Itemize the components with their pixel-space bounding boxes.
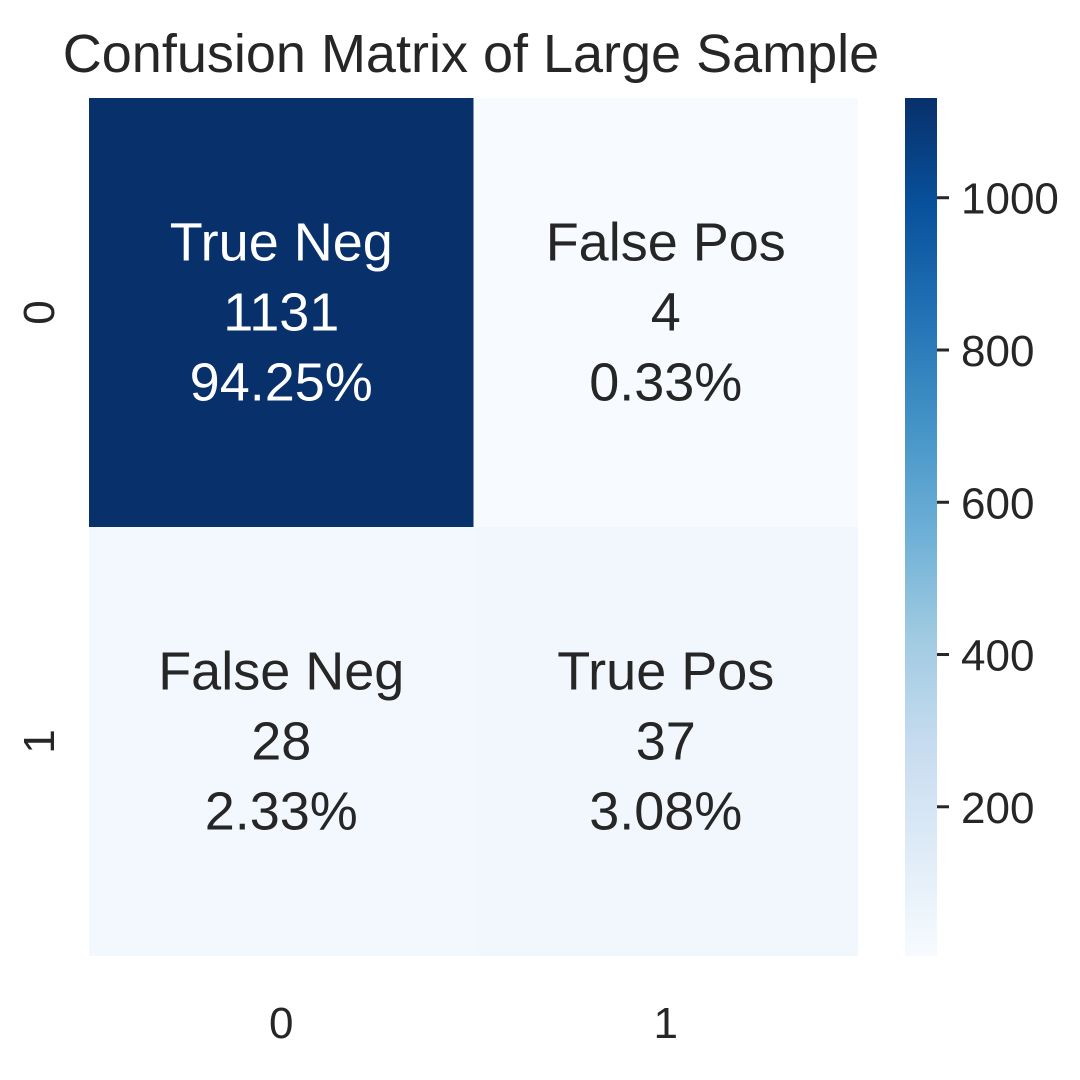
heatmap-cells xyxy=(89,98,858,956)
y-tick-label-1: 1 xyxy=(15,729,64,753)
colorbar-tick-label-2: 600 xyxy=(961,479,1034,528)
cell-label-r0-c1-line2: 0.33% xyxy=(589,353,742,413)
cell-label-r1-c1-line1: 37 xyxy=(636,712,696,772)
cell-label-r1-c0-line0: False Neg xyxy=(158,642,404,702)
y-tick-label-0: 0 xyxy=(15,300,64,324)
y-axis-ticks: 01 xyxy=(15,300,64,753)
colorbar-ticks: 200 400 600 800 1000 xyxy=(937,175,1059,833)
heatmap-cell-r1-c1 xyxy=(473,527,858,956)
cell-label-r0-c1-line0: False Pos xyxy=(546,213,786,273)
x-tick-label-1: 1 xyxy=(654,999,678,1048)
heatmap-cell-labels: True Neg 1131 94.25% False Pos 4 0.33% False N… xyxy=(158,213,786,842)
colorbar-tick-label-0: 200 xyxy=(961,784,1034,833)
heatmap-cell-r0-c1 xyxy=(473,98,858,527)
chart-title: Confusion Matrix of Large Sample xyxy=(63,24,879,84)
cell-label-r0-c0-line1: 1131 xyxy=(223,283,339,343)
cell-label-r1-c0-line1: 28 xyxy=(251,712,311,772)
cell-label-r1-c1-line2: 3.08% xyxy=(589,782,742,842)
colorbar-tick-label-3: 800 xyxy=(961,327,1034,376)
cell-label-r1-c1-line0: True Pos xyxy=(557,642,774,702)
x-tick-label-0: 0 xyxy=(269,999,293,1048)
cell-label-r0-c0-line2: 94.25% xyxy=(190,353,373,413)
colorbar-tick-label-4: 1000 xyxy=(961,175,1059,224)
cell-label-r0-c0-line0: True Neg xyxy=(170,213,393,273)
cell-label-r0-c1-line1: 4 xyxy=(651,283,681,343)
colorbar xyxy=(905,98,937,956)
colorbar-tick-label-1: 400 xyxy=(961,632,1034,681)
cell-label-r1-c0-line2: 2.33% xyxy=(205,782,358,842)
heatmap-cell-r1-c0 xyxy=(89,527,474,956)
heatmap-cell-r0-c0 xyxy=(89,98,474,527)
